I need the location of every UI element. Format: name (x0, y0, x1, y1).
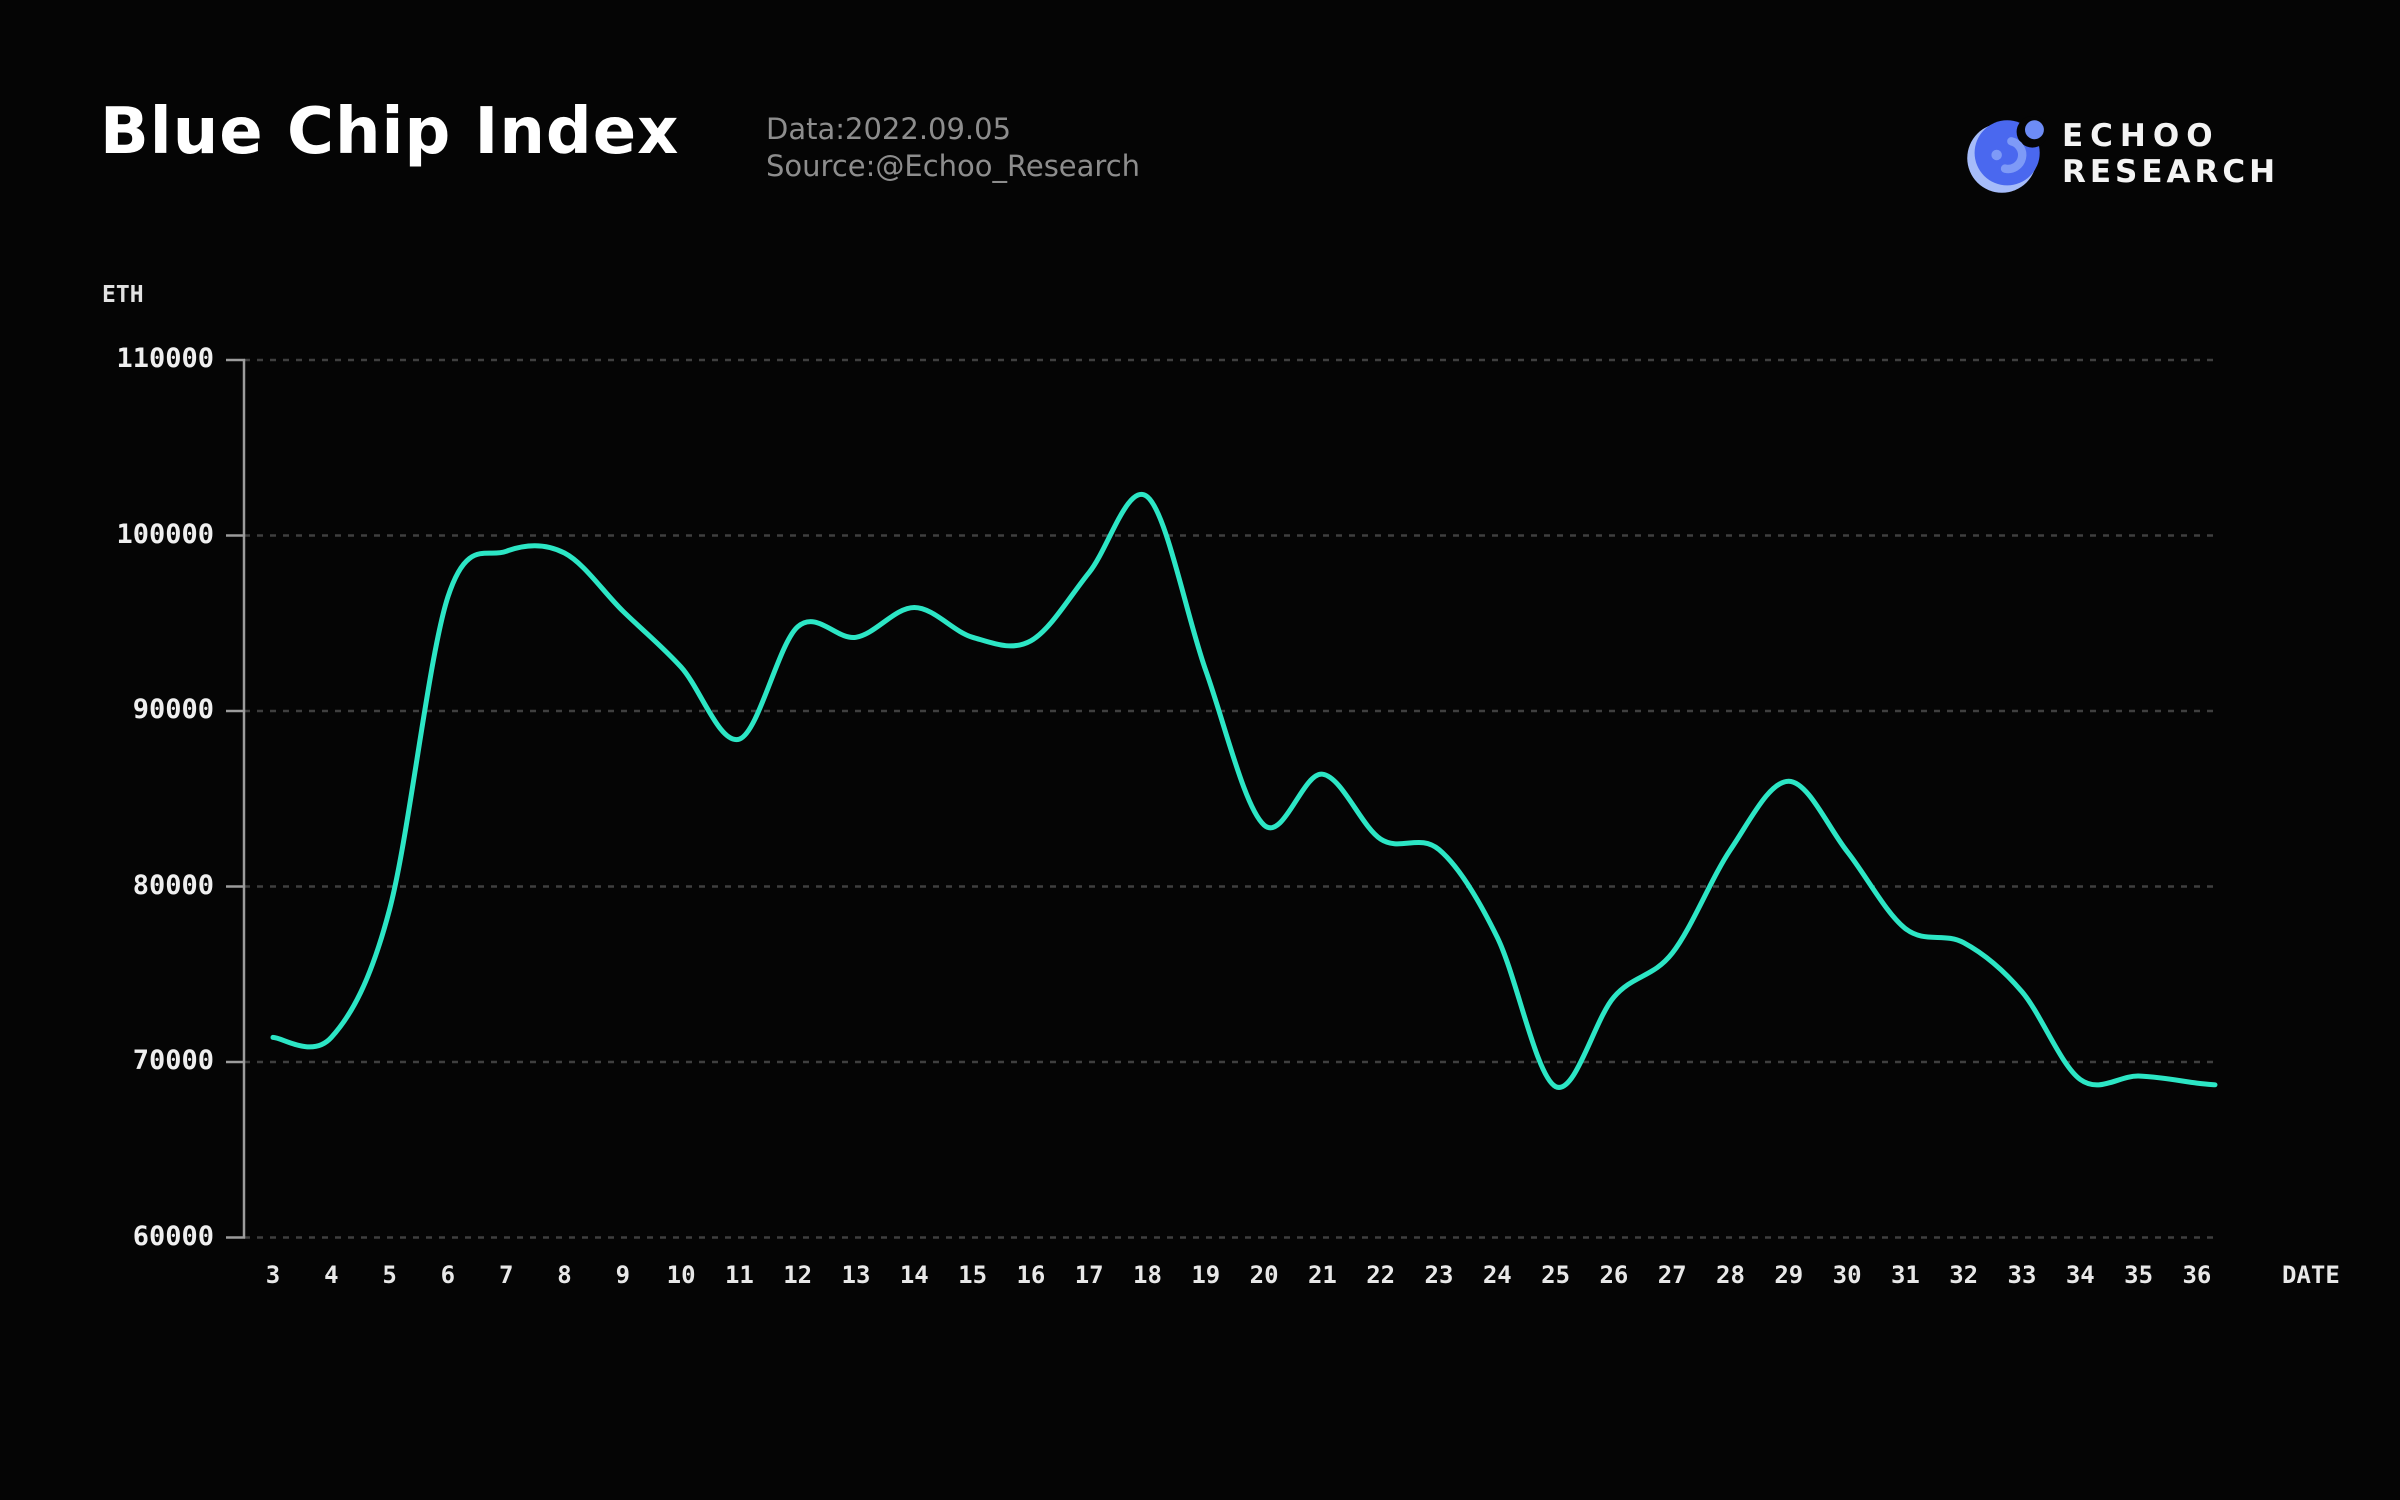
data-date-line: Data:2022.09.05 (766, 112, 1012, 146)
echoo-logo-icon (1967, 116, 2046, 193)
x-axis-label: 36 (2182, 1261, 2212, 1289)
x-axis-label: 32 (1949, 1261, 1979, 1289)
x-axis-unit-label: DATE (2282, 1261, 2340, 1289)
x-axis-label: 12 (783, 1261, 813, 1289)
x-axis-label: 9 (615, 1261, 631, 1289)
x-axis-label: 34 (2065, 1261, 2095, 1289)
x-axis-label: 7 (498, 1261, 514, 1289)
axes (226, 358, 246, 1239)
x-axis-label: 15 (958, 1261, 988, 1289)
x-axis-label: 17 (1074, 1261, 1104, 1289)
x-axis-label: 3 (265, 1261, 281, 1289)
x-axis-label: 25 (1541, 1261, 1571, 1289)
x-axis-label: 10 (666, 1261, 696, 1289)
x-axis-label: 30 (1832, 1261, 1862, 1289)
x-axis-label: 22 (1366, 1261, 1396, 1289)
x-axis-label: 11 (724, 1261, 754, 1289)
x-axis-label: 4 (324, 1261, 339, 1289)
x-axis-label: 27 (1657, 1261, 1687, 1289)
y-axis-label: 100000 (116, 518, 214, 550)
x-axis-label: 35 (2124, 1261, 2154, 1289)
x-axis-label: 6 (440, 1261, 456, 1289)
y-axis-label: 70000 (132, 1045, 214, 1076)
blue-chip-index-line (270, 492, 2218, 1090)
x-axis-label: 31 (1890, 1261, 1920, 1289)
gridlines (244, 358, 2217, 1239)
x-axis-label: 26 (1599, 1261, 1629, 1289)
x-axis-label: 33 (2007, 1261, 2037, 1289)
x-axis-label: 29 (1774, 1261, 1804, 1289)
source-line: Source:@Echoo_Research (766, 149, 1141, 183)
y-axis-unit-label: ETH (102, 282, 144, 308)
brand-line-1: ECHOO (2062, 118, 2220, 154)
brand-line-2: RESEARCH (2062, 154, 2280, 190)
y-axis-label: 90000 (132, 694, 214, 725)
x-axis-label: 5 (382, 1261, 397, 1289)
y-axis-label: 80000 (132, 869, 214, 901)
x-axis-label: 13 (841, 1261, 871, 1289)
brand-logo: ECHOO RESEARCH (1962, 112, 2392, 202)
x-axis-label: 18 (1133, 1261, 1162, 1289)
x-axis-label: 24 (1482, 1261, 1512, 1289)
x-axis-label: 28 (1716, 1261, 1745, 1289)
x-axis-label: 19 (1191, 1261, 1221, 1289)
page-title: Blue Chip Index (100, 95, 680, 169)
x-axis-label: 14 (899, 1261, 929, 1289)
x-axis-label: 20 (1249, 1261, 1279, 1289)
y-axis-label: 110000 (116, 343, 214, 374)
x-axis-label: 8 (557, 1261, 572, 1289)
x-axis-label: 16 (1016, 1261, 1046, 1289)
x-axis-label: 21 (1307, 1261, 1337, 1289)
brand-name: ECHOO RESEARCH (2062, 118, 2279, 190)
x-axis-label: 23 (1424, 1261, 1454, 1289)
y-axis-label: 60000 (132, 1220, 214, 1252)
